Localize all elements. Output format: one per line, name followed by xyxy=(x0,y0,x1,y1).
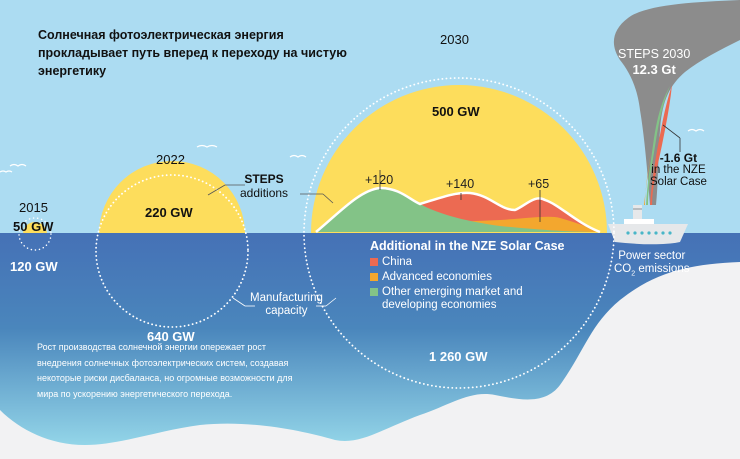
year-2015: 2015 xyxy=(19,200,48,215)
addition-china: +140 xyxy=(446,177,475,191)
page-title: Солнечная фотоэлектрическая энергия прок… xyxy=(38,28,347,78)
power-label-line1: Power sector xyxy=(618,250,686,262)
year-2030: 2030 xyxy=(440,32,469,47)
nze-label-line3: Solar Case xyxy=(650,176,707,188)
legend-swatch-emerging xyxy=(370,288,378,296)
steps-label-line1: STEPS xyxy=(244,172,284,186)
deployment-2022: 220 GW xyxy=(145,205,193,220)
addition-emerging: +120 xyxy=(365,173,394,187)
steps-2030-value: 12.3 Gt xyxy=(632,62,676,77)
manufacturing-2015: 120 GW xyxy=(10,259,58,274)
sea xyxy=(0,233,740,445)
power-sector-label: Power sector CO2 emissions xyxy=(614,250,689,280)
manufacturing-label-line2: capacity xyxy=(265,305,308,317)
manufacturing-circle-2022 xyxy=(95,174,249,328)
legend-item-advanced: Advanced economies xyxy=(370,271,564,284)
legend-item-emerging: Other emerging market and developing eco… xyxy=(370,286,564,312)
legend-swatch-china xyxy=(370,258,378,266)
steps-2030-emissions: STEPS 2030 12.3 Gt xyxy=(618,47,690,77)
legend-swatch-advanced xyxy=(370,273,378,281)
ship-icon xyxy=(608,205,688,245)
bird-icon xyxy=(0,128,705,173)
nze-value: -1.6 Gt xyxy=(659,151,698,165)
manufacturing-2022: 640 GW xyxy=(147,329,195,344)
manufacturing-label-line1: Manufacturing xyxy=(250,292,323,304)
steps-additions-label: STEPS additions xyxy=(240,172,288,200)
co-text: CO xyxy=(614,263,632,275)
steps-2030-label: STEPS 2030 xyxy=(618,47,691,61)
legend-item-china: China xyxy=(370,256,564,269)
manufacturing-capacity-label: Manufacturing capacity xyxy=(250,292,323,318)
legend-label-emerging: Other emerging market and developing eco… xyxy=(382,286,523,311)
legend-label-china: China xyxy=(382,256,413,268)
sun-2015 xyxy=(23,222,47,233)
manufacturing-2030: 1 260 GW xyxy=(429,349,488,364)
nze-stripe-orange xyxy=(644,145,652,205)
nze-stripe-green xyxy=(646,86,670,205)
manufacturing-circle-2015 xyxy=(18,217,52,251)
legend-title: Additional in the NZE Solar Case xyxy=(370,239,565,253)
nze-stripe-red xyxy=(650,85,672,205)
addition-advanced: +65 xyxy=(528,177,550,191)
emissions-text: emissions xyxy=(635,263,690,275)
power-label-line2: CO2 emissions xyxy=(614,263,689,280)
steps-label-line2: additions xyxy=(240,186,289,200)
year-2022: 2022 xyxy=(156,152,185,167)
area-emerging xyxy=(316,188,600,232)
smoke-plume xyxy=(613,0,740,205)
deployment-2030: 500 GW xyxy=(432,104,480,119)
legend: Additional in the NZE Solar Case China A… xyxy=(370,240,564,314)
nze-label-line2: in the NZE xyxy=(651,164,706,176)
nze-reduction: -1.6 Gt in the NZE Solar Case xyxy=(650,152,707,188)
description-text: Рост производства солнечной энергии опер… xyxy=(37,342,293,399)
manufacturing-circle-2030 xyxy=(303,77,615,389)
deployment-2015: 50 GW xyxy=(13,219,54,234)
co2-subscript: 2 xyxy=(631,270,636,278)
sun-2022 xyxy=(99,161,245,233)
legend-label-advanced: Advanced economies xyxy=(382,271,492,283)
